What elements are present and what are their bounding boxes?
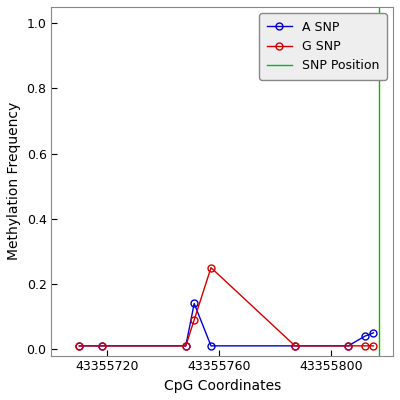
A SNP	[183, 344, 188, 348]
A SNP	[346, 344, 351, 348]
G SNP	[192, 317, 197, 322]
Legend: A SNP, G SNP, SNP Position: A SNP, G SNP, SNP Position	[260, 13, 387, 80]
Line: G SNP: G SNP	[76, 264, 377, 349]
G SNP	[99, 344, 104, 348]
A SNP	[293, 344, 298, 348]
Line: A SNP: A SNP	[76, 300, 377, 349]
G SNP	[77, 344, 82, 348]
G SNP	[371, 344, 376, 348]
A SNP	[77, 344, 82, 348]
G SNP	[363, 344, 368, 348]
G SNP	[346, 344, 351, 348]
A SNP	[192, 301, 197, 306]
G SNP	[183, 344, 188, 348]
G SNP	[209, 265, 214, 270]
A SNP	[363, 334, 368, 338]
A SNP	[99, 344, 104, 348]
G SNP	[293, 344, 298, 348]
Y-axis label: Methylation Frequency: Methylation Frequency	[7, 102, 21, 260]
X-axis label: CpG Coordinates: CpG Coordinates	[164, 379, 281, 393]
A SNP	[371, 330, 376, 335]
A SNP	[209, 344, 214, 348]
